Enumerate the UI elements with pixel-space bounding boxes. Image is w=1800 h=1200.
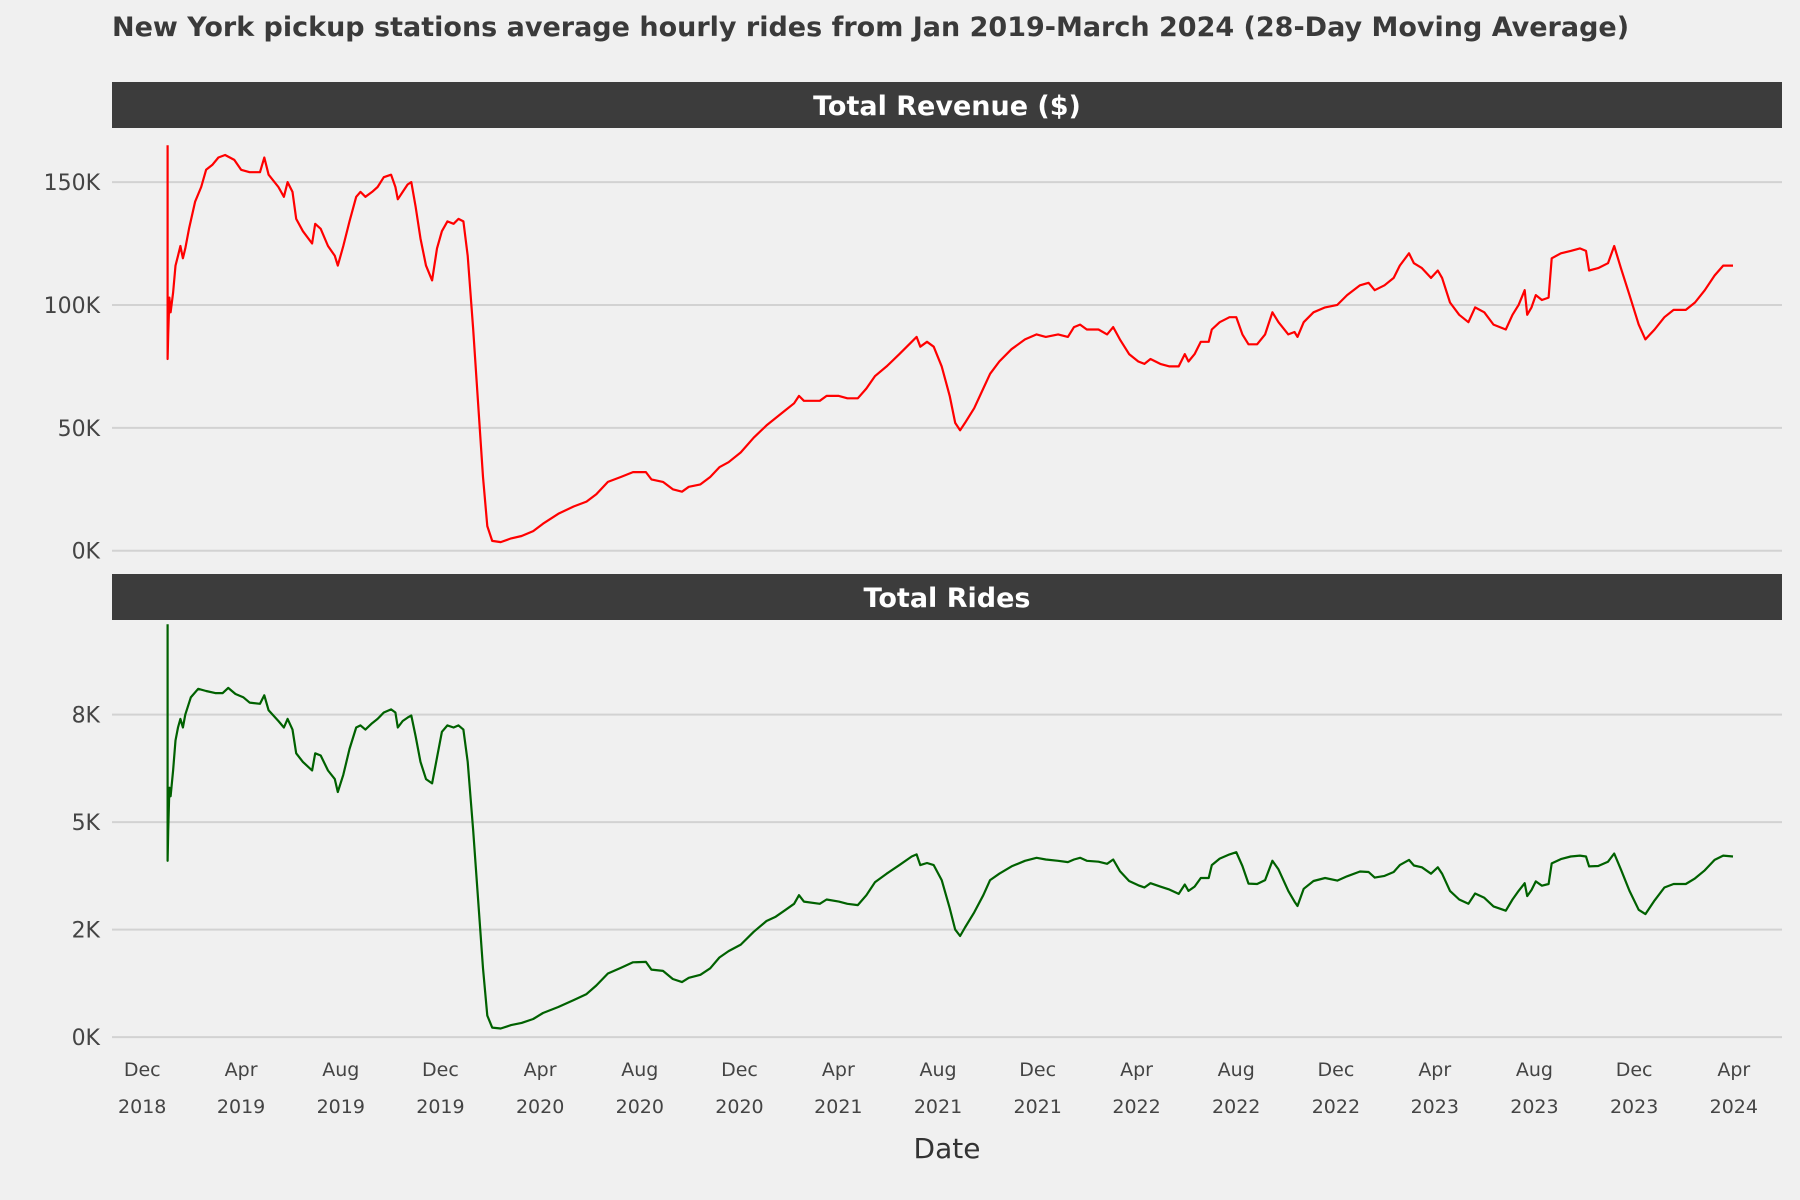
panel-strip <box>112 82 1782 128</box>
x-tick-year: 2019 <box>317 1096 365 1118</box>
x-tick-month: Aug <box>919 1059 956 1081</box>
x-tick-year: 2018 <box>118 1096 166 1118</box>
x-tick-year: 2022 <box>1212 1096 1260 1118</box>
x-tick-year: 2020 <box>715 1096 763 1118</box>
x-tick-month: Apr <box>1120 1059 1153 1081</box>
x-tick-month: Aug <box>322 1059 359 1081</box>
x-tick-month: Apr <box>225 1059 258 1081</box>
series-line <box>166 624 1734 1030</box>
x-tick-month: Dec <box>721 1059 758 1081</box>
x-tick-year: 2021 <box>914 1096 962 1118</box>
x-tick-month: Dec <box>124 1059 161 1081</box>
x-tick-month: Aug <box>621 1059 658 1081</box>
x-tick-year: 2019 <box>217 1096 265 1118</box>
panel-strip-title: Total Rides <box>864 583 1031 614</box>
x-tick-year: 2021 <box>1014 1096 1062 1118</box>
chart-title: New York pickup stations average hourly … <box>112 12 1630 43</box>
series-line <box>166 145 1733 544</box>
x-tick-month: Dec <box>1019 1059 1056 1081</box>
x-tick-month: Apr <box>822 1059 855 1081</box>
x-tick-month: Apr <box>1418 1059 1451 1081</box>
x-tick-year: 2024 <box>1710 1096 1758 1118</box>
panel-strip-title: Total Revenue ($) <box>813 91 1081 122</box>
x-tick-year: 2022 <box>1312 1096 1360 1118</box>
y-tick-label: 150K <box>44 171 101 196</box>
x-axis-title: Date <box>914 1132 981 1165</box>
x-tick-month: Aug <box>1516 1059 1553 1081</box>
y-tick-label: 0K <box>72 1026 101 1051</box>
x-tick-month: Apr <box>524 1059 557 1081</box>
x-tick-year: 2020 <box>616 1096 664 1118</box>
x-tick-year: 2022 <box>1112 1096 1160 1118</box>
x-tick-year: 2023 <box>1510 1096 1558 1118</box>
y-tick-label: 8K <box>72 704 101 729</box>
x-tick-year: 2020 <box>516 1096 564 1118</box>
y-tick-label: 2K <box>72 919 101 944</box>
y-tick-label: 5K <box>72 811 101 836</box>
x-tick-year: 2023 <box>1610 1096 1658 1118</box>
x-tick-year: 2019 <box>416 1096 464 1118</box>
y-tick-label: 100K <box>44 294 101 319</box>
x-tick-month: Apr <box>1717 1059 1750 1081</box>
y-tick-label: 0K <box>72 540 101 565</box>
y-tick-label: 50K <box>58 417 101 442</box>
x-tick-month: Dec <box>1318 1059 1355 1081</box>
x-tick-month: Dec <box>1616 1059 1653 1081</box>
x-tick-year: 2021 <box>814 1096 862 1118</box>
x-tick-month: Dec <box>422 1059 459 1081</box>
panel-strip <box>112 574 1782 620</box>
x-tick-month: Aug <box>1218 1059 1255 1081</box>
x-tick-year: 2023 <box>1411 1096 1459 1118</box>
